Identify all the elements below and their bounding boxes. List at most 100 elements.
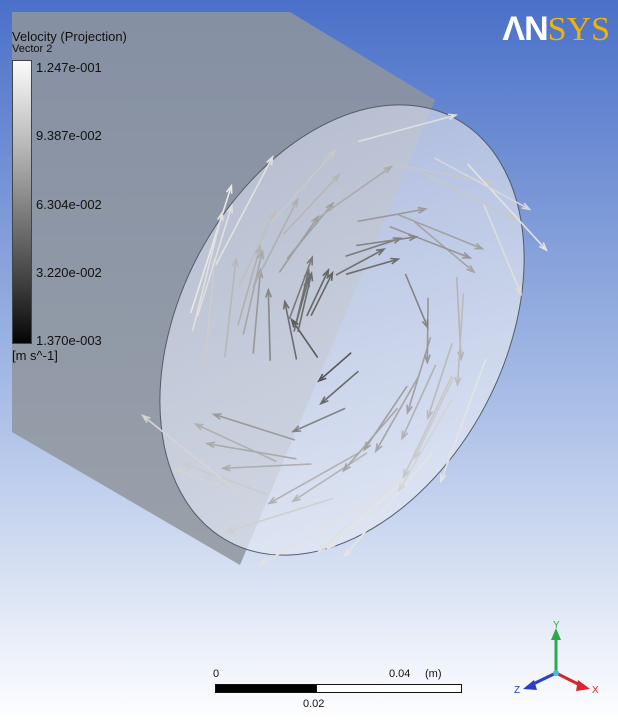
velocity-vector-head <box>225 183 233 194</box>
velocity-vector <box>317 473 406 553</box>
velocity-vector <box>288 257 313 320</box>
velocity-vector-head <box>193 423 204 431</box>
velocity-vector <box>292 407 346 433</box>
velocity-vector <box>191 212 223 332</box>
velocity-vector-head <box>375 248 387 256</box>
legend-tick-min: 1.370e-003 <box>36 333 102 348</box>
velocity-vector-head <box>506 212 517 221</box>
velocity-vector-head <box>325 540 336 550</box>
velocity-vector <box>310 272 334 317</box>
velocity-vector-head <box>383 165 394 174</box>
velocity-vector <box>297 273 313 332</box>
velocity-vector-head <box>180 462 191 470</box>
velocity-vector <box>282 174 340 235</box>
velocity-vector-head <box>256 267 264 279</box>
velocity-vector <box>189 185 233 314</box>
pipe-end-cap <box>159 104 525 556</box>
velocity-vector <box>203 257 216 366</box>
velocity-vector <box>456 293 465 385</box>
velocity-vector-head <box>211 413 222 420</box>
velocity-vector-head <box>306 271 314 282</box>
velocity-vector <box>195 423 277 463</box>
velocity-vector <box>426 343 453 419</box>
velocity-vector-head <box>258 557 269 566</box>
axis-triad: Y X Z <box>514 620 599 696</box>
velocity-vector-head <box>265 287 273 298</box>
velocity-vector <box>402 375 453 478</box>
velocity-vector <box>284 301 298 360</box>
velocity-vector <box>207 442 297 460</box>
velocity-vector <box>222 463 312 470</box>
axis-x-label: X <box>592 685 599 696</box>
velocity-vector-head <box>291 494 301 503</box>
velocity-vector-head <box>426 410 434 421</box>
velocity-vector <box>404 273 429 328</box>
velocity-vector <box>142 414 238 493</box>
legend-tick-4: 3.220e-002 <box>36 265 102 280</box>
velocity-vector-head <box>521 202 532 211</box>
velocity-vector-head <box>226 203 233 214</box>
legend-colorbar <box>12 60 32 344</box>
velocity-vector-head <box>306 255 314 266</box>
velocity-vector <box>292 452 368 502</box>
velocity-vector <box>320 370 359 405</box>
velocity-vector-head <box>474 242 485 250</box>
velocity-vector-head <box>282 299 290 310</box>
velocity-vector-head <box>515 286 522 297</box>
velocity-vector-head <box>538 242 548 252</box>
velocity-vector <box>335 248 385 276</box>
velocity-vector-head <box>254 244 262 255</box>
velocity-vector <box>260 504 366 566</box>
velocity-vector <box>345 237 401 258</box>
velocity-vector <box>467 163 547 251</box>
legend-title: Velocity (Projection) <box>12 29 127 44</box>
velocity-vector <box>314 166 392 221</box>
axis-z-arrow <box>523 680 537 690</box>
velocity-vector-head <box>291 197 299 208</box>
velocity-vector-head <box>316 544 326 554</box>
velocity-vector <box>318 352 352 382</box>
velocity-vector <box>242 251 264 335</box>
velocity-vector-head <box>216 210 224 221</box>
velocity-vector <box>215 156 274 266</box>
velocity-vector <box>269 150 336 225</box>
legend-tick-3: 6.304e-002 <box>36 197 102 212</box>
velocity-vector-head <box>341 463 351 473</box>
velocity-vector <box>252 199 299 288</box>
velocity-vector-head <box>462 252 473 259</box>
velocity-vector-head <box>266 496 278 505</box>
velocity-vector-head <box>342 548 352 559</box>
scale-start-label: 0 <box>213 668 220 680</box>
velocity-vector <box>196 205 233 317</box>
velocity-vector <box>268 452 359 505</box>
velocity-vector-head <box>317 373 327 383</box>
velocity-vector-head <box>290 317 299 328</box>
axis-z-line <box>530 671 557 687</box>
velocity-vector-head <box>223 526 235 534</box>
velocity-vector <box>176 468 263 504</box>
velocity-vector-head <box>423 354 431 365</box>
velocity-vector <box>182 462 268 496</box>
scale-bar: 0 0.04 (m) 0.02 <box>213 668 462 718</box>
velocity-vector <box>414 376 455 459</box>
velocity-vector <box>422 172 516 220</box>
velocity-vector <box>440 358 487 482</box>
velocity-vector <box>357 208 426 223</box>
velocity-vector <box>413 220 475 273</box>
velocity-vector <box>396 213 483 250</box>
axis-origin <box>553 670 559 676</box>
velocity-vector-head <box>484 178 495 186</box>
scale-unit-label: (m) <box>425 668 442 680</box>
velocity-vector-head <box>319 396 329 406</box>
velocity-vector <box>343 452 433 557</box>
velocity-vector-head <box>447 113 459 121</box>
velocity-vector-head <box>397 482 406 493</box>
velocity-vector <box>225 497 333 533</box>
axis-z-label: Z <box>514 685 520 696</box>
velocity-vector <box>433 157 530 210</box>
velocity-vector <box>426 297 429 363</box>
ansys-logo: ΛNSYS <box>502 10 610 49</box>
legend-subtitle: Vector 2 <box>12 43 53 55</box>
